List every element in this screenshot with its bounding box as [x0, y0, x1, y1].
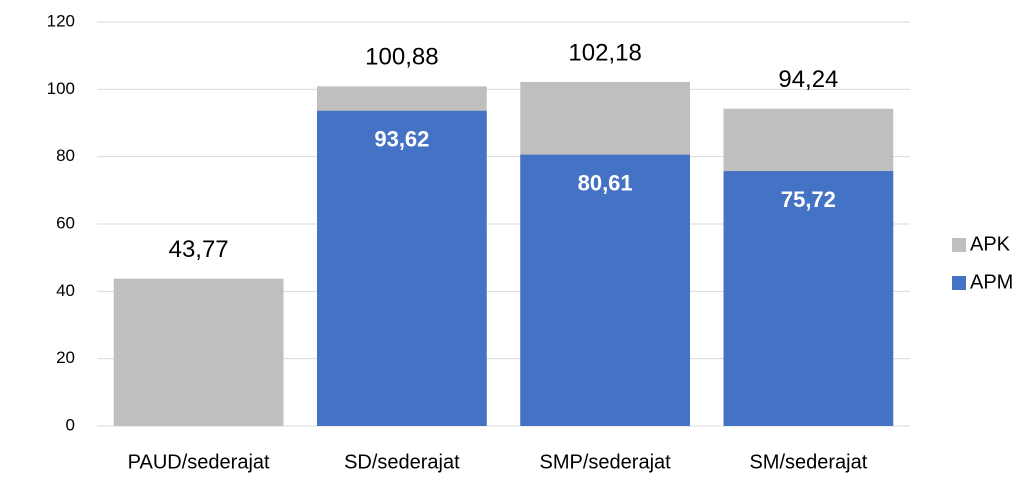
x-tick-label: PAUD/sederajat	[128, 451, 270, 473]
y-tick-label: 40	[56, 281, 75, 300]
legend-label: APM	[970, 271, 1013, 293]
y-tick-label: 60	[56, 213, 75, 232]
y-tick-label: 120	[47, 11, 75, 30]
data-label: 43,77	[169, 236, 229, 263]
data-label: 93,62	[374, 127, 429, 152]
data-label: 100,88	[365, 44, 438, 71]
bar	[723, 171, 894, 426]
legend-swatch	[952, 276, 966, 290]
bar	[520, 154, 690, 426]
legend-label: APK	[970, 233, 1011, 255]
data-label: 80,61	[578, 170, 633, 195]
data-label: 75,72	[781, 187, 836, 212]
bar	[113, 278, 284, 426]
data-label: 102,18	[568, 39, 641, 66]
x-tick-label: SM/sederajat	[749, 451, 867, 473]
x-tick-label: SD/sederajat	[344, 451, 460, 473]
y-tick-label: 20	[56, 348, 75, 367]
x-tick-label: SMP/sederajat	[540, 451, 672, 473]
bar	[317, 110, 487, 426]
y-tick-label: 0	[66, 415, 75, 434]
y-tick-label: 100	[47, 79, 75, 98]
data-label: 94,24	[778, 66, 838, 93]
y-tick-label: 80	[56, 146, 75, 165]
legend-swatch	[952, 238, 966, 252]
